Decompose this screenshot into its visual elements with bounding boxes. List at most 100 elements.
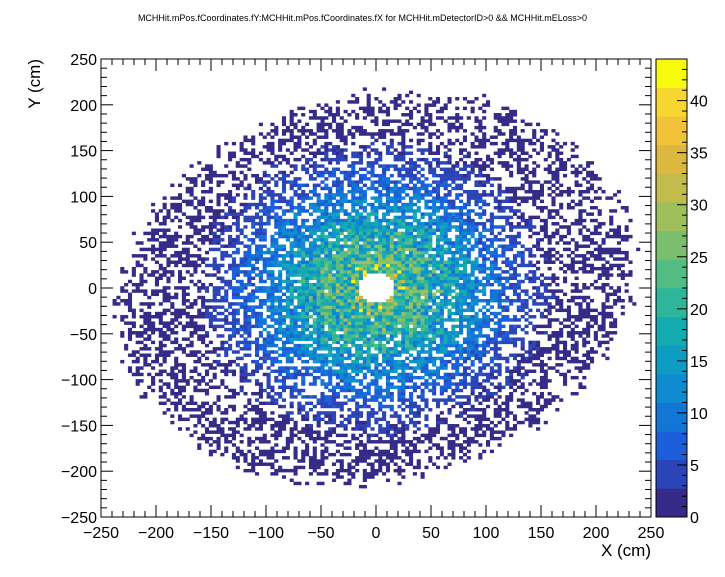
heatmap-cell [385, 449, 390, 454]
heatmap-cell [428, 132, 433, 136]
heatmap-cell [197, 446, 202, 450]
heatmap-cell [358, 222, 364, 226]
heatmap-cell [293, 189, 298, 194]
heatmap-cell [347, 420, 352, 425]
heatmap-cell [405, 113, 410, 117]
heatmap-cell [181, 324, 186, 329]
heatmap-cell [274, 356, 279, 361]
heatmap-cell [158, 321, 163, 325]
heatmap-cell [424, 356, 429, 361]
heatmap-cell [370, 321, 375, 325]
heatmap-cell [362, 222, 367, 226]
heatmap-cell [389, 311, 394, 316]
heatmap-cell [443, 145, 448, 149]
heatmap-cell [266, 456, 271, 460]
heatmap-cell [432, 382, 437, 386]
heatmap-cell [189, 302, 194, 306]
heatmap-cell [281, 427, 287, 431]
heatmap-cell [270, 244, 275, 248]
heatmap-cell [358, 356, 364, 361]
heatmap-cell [324, 109, 329, 114]
heatmap-cell [432, 337, 437, 341]
heatmap-cell [374, 375, 379, 380]
heatmap-cell [258, 270, 263, 274]
heatmap-cell [343, 254, 348, 258]
heatmap-cell [432, 430, 437, 434]
heatmap-cell [305, 424, 310, 428]
heatmap-cell [424, 273, 429, 277]
heatmap-cell [285, 446, 290, 450]
heatmap-cell [382, 356, 387, 361]
heatmap-cell [293, 465, 298, 470]
heatmap-cell [351, 273, 356, 277]
heatmap-cell [297, 234, 302, 239]
heatmap-cell [231, 436, 236, 441]
heatmap-cell [166, 398, 171, 402]
heatmap-cell [166, 337, 171, 341]
heatmap-cell [435, 456, 441, 460]
heatmap-cell [416, 270, 421, 274]
heatmap-cell [409, 385, 414, 390]
heatmap-cell [312, 350, 317, 354]
heatmap-cell [204, 273, 210, 277]
heatmap-cell [424, 465, 429, 470]
heatmap-cell [382, 308, 387, 313]
heatmap-cell [262, 411, 267, 415]
heatmap-cell [281, 209, 287, 213]
heatmap-cell [324, 472, 329, 476]
heatmap-cell [409, 372, 414, 377]
heatmap-cell [339, 231, 344, 236]
heatmap-cell [212, 231, 217, 236]
heatmap-cell [389, 424, 394, 428]
heatmap-cell [397, 282, 402, 287]
heatmap-cell [389, 257, 394, 261]
heatmap-cell [370, 462, 375, 466]
heatmap-cell [324, 257, 329, 261]
heatmap-cell [397, 472, 402, 476]
heatmap-cell [382, 247, 387, 252]
heatmap-cell [289, 222, 294, 226]
heatmap-cell [358, 298, 364, 303]
heatmap-cell [420, 391, 425, 396]
heatmap-cell [432, 363, 437, 367]
heatmap-cell [439, 343, 444, 348]
heatmap-cell [162, 391, 167, 396]
heatmap-cell [266, 440, 271, 444]
heatmap-cell [409, 231, 414, 236]
heatmap-cell [324, 436, 329, 441]
heatmap-cell [224, 289, 229, 293]
heatmap-cell [366, 391, 371, 396]
heatmap-cell [351, 282, 356, 287]
heatmap-cell [405, 222, 410, 226]
heatmap-cell [362, 443, 367, 447]
heatmap-cell [366, 343, 371, 348]
heatmap-cell [243, 321, 248, 325]
heatmap-cell [262, 250, 267, 255]
heatmap-cell [262, 180, 267, 184]
heatmap-cell [262, 173, 267, 178]
heatmap-cell [439, 337, 444, 341]
heatmap-cell [405, 257, 410, 261]
heatmap-cell [428, 119, 433, 123]
heatmap-cell [274, 263, 279, 268]
heatmap-cell [328, 404, 333, 409]
heatmap-cell [151, 331, 156, 335]
heatmap-cell [289, 270, 294, 274]
heatmap-cell [424, 234, 429, 239]
heatmap-cell [151, 340, 156, 345]
heatmap-cell [266, 331, 271, 335]
heatmap-cell [370, 433, 375, 438]
heatmap-cell [243, 305, 248, 309]
heatmap-cell [220, 430, 225, 434]
heatmap-cell [385, 266, 390, 271]
heatmap-cell [374, 321, 379, 325]
heatmap-cell [358, 145, 364, 149]
heatmap-cell [158, 209, 163, 213]
heatmap-cell [374, 199, 379, 204]
heatmap-cell [401, 206, 406, 210]
heatmap-cell [432, 247, 437, 252]
heatmap-cell [308, 260, 313, 264]
heatmap-cell [224, 225, 229, 229]
heatmap-cell [320, 321, 325, 325]
heatmap-cell [255, 212, 260, 216]
